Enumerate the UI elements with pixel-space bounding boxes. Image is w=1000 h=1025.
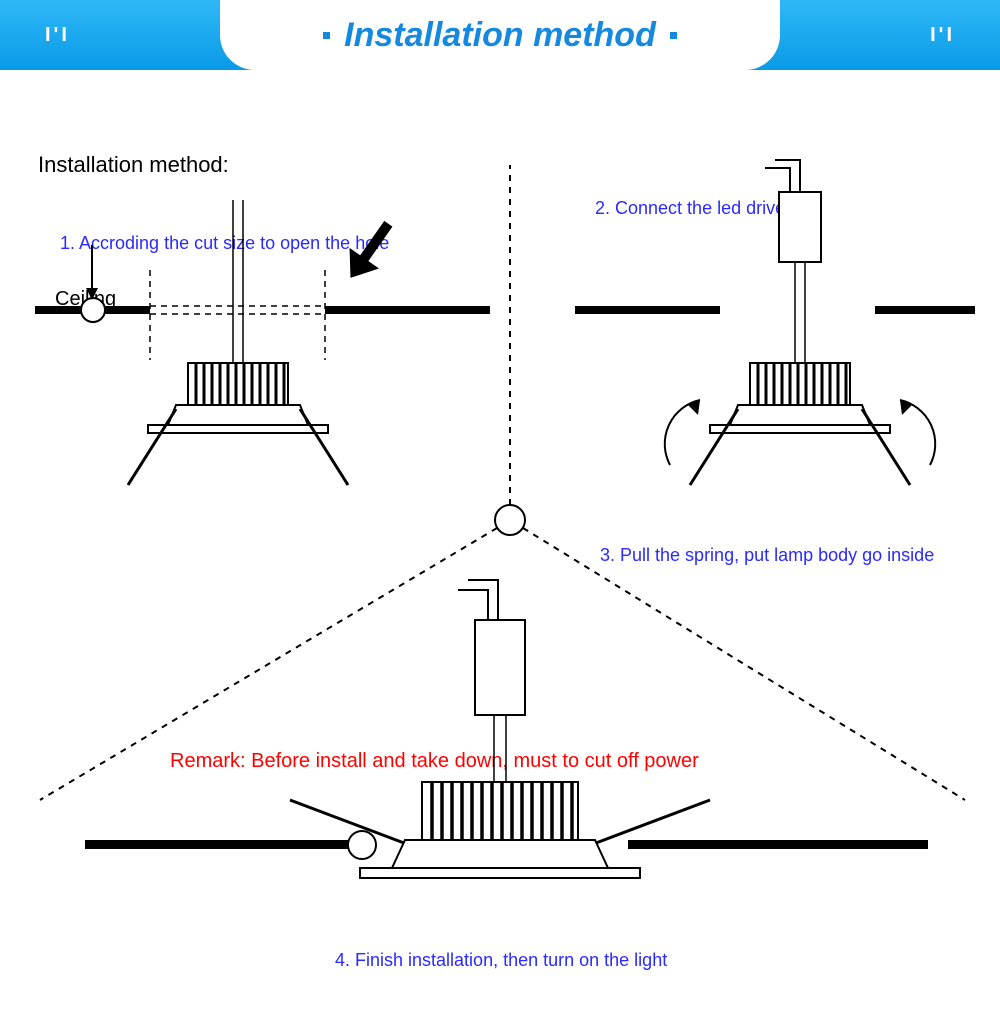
- panel-3: [85, 580, 928, 878]
- corner-mark-right: I'I: [930, 24, 955, 47]
- title-dot-left: [323, 32, 330, 39]
- header-tab: Installation method: [220, 0, 780, 70]
- page-title: Installation method: [344, 16, 656, 55]
- installation-diagram: [0, 70, 1000, 1025]
- panel-2: [575, 160, 975, 485]
- header-bar: I'I I'I Installation method: [0, 0, 1000, 70]
- panel-1: [35, 200, 490, 485]
- title-dot-right: [670, 32, 677, 39]
- content-area: Installation method: 1. Accroding the cu…: [0, 70, 1000, 1025]
- corner-mark-left: I'I: [45, 24, 70, 47]
